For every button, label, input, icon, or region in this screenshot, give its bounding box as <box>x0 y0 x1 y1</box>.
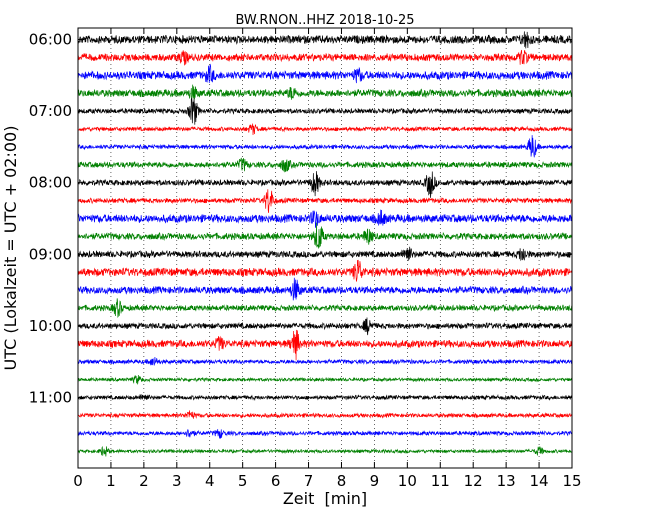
plot-frame <box>77 27 573 469</box>
trace-line <box>77 97 573 125</box>
y-tick-label: 11:00 <box>29 389 72 407</box>
trace-line <box>77 393 573 402</box>
trace-line <box>77 298 573 319</box>
x-tick-label: 12 <box>464 472 483 490</box>
x-tick-label: 5 <box>238 472 248 490</box>
trace-line <box>77 374 573 385</box>
trace-line <box>77 259 573 282</box>
x-tick-label: 10 <box>398 472 417 490</box>
trace-line <box>77 357 573 366</box>
trace-line <box>77 410 573 419</box>
x-tick-label: 8 <box>337 472 347 490</box>
x-tick-label: 15 <box>562 472 581 490</box>
trace-line <box>77 189 573 213</box>
trace-line <box>77 329 573 361</box>
trace-line <box>77 429 573 439</box>
y-tick-label: 07:00 <box>29 102 72 120</box>
trace-line <box>77 84 573 101</box>
x-tick-label: 1 <box>106 472 116 490</box>
y-tick-label: 10:00 <box>29 317 72 335</box>
x-tick-label: 13 <box>497 472 516 490</box>
trace-line <box>77 246 573 262</box>
x-tick-label: 14 <box>530 472 549 490</box>
trace-line <box>77 157 573 173</box>
trace-line <box>77 277 573 301</box>
y-axis-label: UTC (Lokalzeit = UTC + 02:00) <box>1 126 20 371</box>
trace-line <box>77 31 573 49</box>
trace-group <box>77 31 573 457</box>
trace-line <box>77 63 573 84</box>
trace-line <box>77 209 573 229</box>
x-axis: 0 1 2 3 4 5 6 7 8 9 10 11 12 13 14 15 <box>73 28 582 490</box>
x-tick-label: 11 <box>431 472 450 490</box>
trace-line <box>77 123 573 135</box>
x-tick-label: 7 <box>304 472 314 490</box>
y-axis: 06:00 07:00 08:00 09:00 10:00 11:00 <box>29 31 572 407</box>
trace-line <box>77 171 573 198</box>
chart-title: BW.RNON..HHZ 2018-10-25 <box>235 13 414 28</box>
trace-line <box>77 317 573 336</box>
x-tick-label: 6 <box>271 472 281 490</box>
y-tick-label: 09:00 <box>29 245 72 263</box>
trace-line <box>77 49 573 66</box>
grid-lines <box>110 28 540 468</box>
x-tick-label: 3 <box>172 472 182 490</box>
y-tick-label: 08:00 <box>29 174 72 192</box>
x-tick-label: 2 <box>139 472 149 490</box>
x-tick-label: 0 <box>73 472 83 490</box>
trace-line <box>77 135 573 158</box>
x-tick-label: 9 <box>370 472 380 490</box>
trace-line <box>77 222 573 249</box>
y-tick-label: 06:00 <box>29 31 72 49</box>
plot-area <box>78 28 572 468</box>
trace-line <box>77 445 573 457</box>
x-tick-label: 4 <box>205 472 215 490</box>
x-axis-label: Zeit [min] <box>283 489 367 508</box>
